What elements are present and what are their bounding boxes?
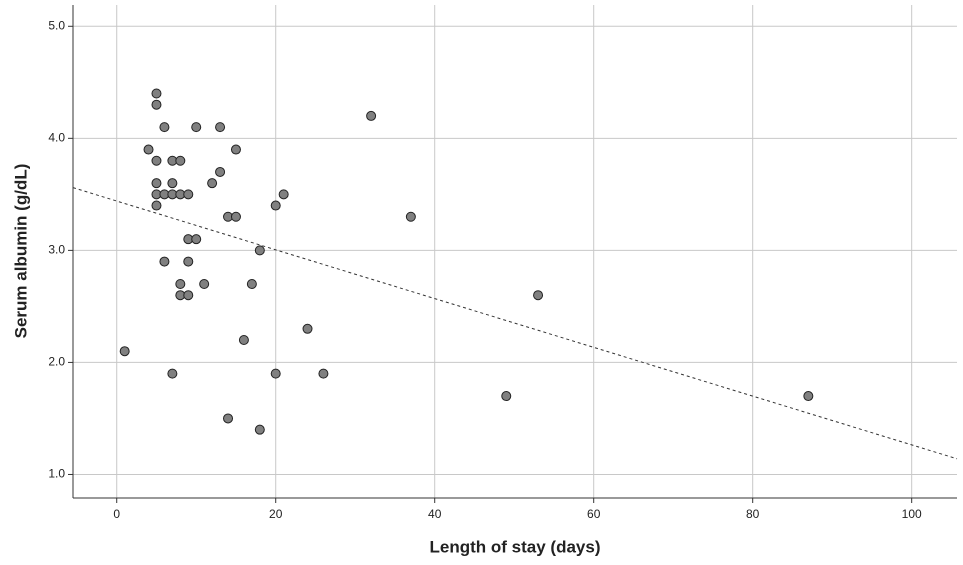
data-point — [183, 189, 194, 200]
data-point — [151, 155, 162, 166]
x-tick-label: 80 — [746, 507, 760, 521]
data-point — [405, 211, 416, 222]
data-point — [230, 144, 241, 155]
data-point — [175, 155, 186, 166]
data-point — [318, 368, 329, 379]
x-tick-label: 0 — [113, 507, 120, 521]
data-point — [803, 391, 814, 402]
data-point — [151, 88, 162, 99]
data-point — [366, 110, 377, 121]
x-tick-label: 100 — [902, 507, 922, 521]
data-point — [270, 200, 281, 211]
data-point — [183, 290, 194, 301]
data-point — [246, 278, 257, 289]
data-point — [254, 245, 265, 256]
data-point — [302, 323, 313, 334]
data-point — [238, 335, 249, 346]
x-tick-label: 20 — [269, 507, 283, 521]
data-point — [215, 122, 226, 133]
y-axis-title: Serum albumin (g/dL) — [11, 164, 30, 339]
data-point — [230, 211, 241, 222]
data-point — [223, 413, 234, 424]
data-point — [159, 256, 170, 267]
data-point — [215, 166, 226, 177]
trend-line — [72, 187, 958, 460]
data-point — [191, 122, 202, 133]
x-axis-title: Length of stay (days) — [430, 537, 601, 556]
data-point — [143, 144, 154, 155]
data-point — [175, 278, 186, 289]
data-point — [278, 189, 289, 200]
data-point — [159, 122, 170, 133]
data-point — [151, 200, 162, 211]
data-point — [191, 234, 202, 245]
data-point — [533, 290, 544, 301]
data-point — [119, 346, 130, 357]
data-point — [151, 99, 162, 110]
y-tick-label: 2.0 — [48, 355, 65, 369]
data-point — [254, 424, 265, 435]
x-tick-label: 40 — [428, 507, 442, 521]
data-point — [207, 178, 218, 189]
y-tick-label: 4.0 — [48, 131, 65, 145]
x-tick-label: 60 — [587, 507, 601, 521]
data-point — [501, 391, 512, 402]
data-point — [167, 178, 178, 189]
y-tick-label: 3.0 — [48, 243, 65, 257]
data-point — [183, 256, 194, 267]
data-point — [151, 178, 162, 189]
y-tick-label: 1.0 — [48, 467, 65, 481]
data-point — [199, 278, 210, 289]
data-point — [167, 368, 178, 379]
y-tick-label: 5.0 — [48, 18, 65, 32]
data-point — [270, 368, 281, 379]
